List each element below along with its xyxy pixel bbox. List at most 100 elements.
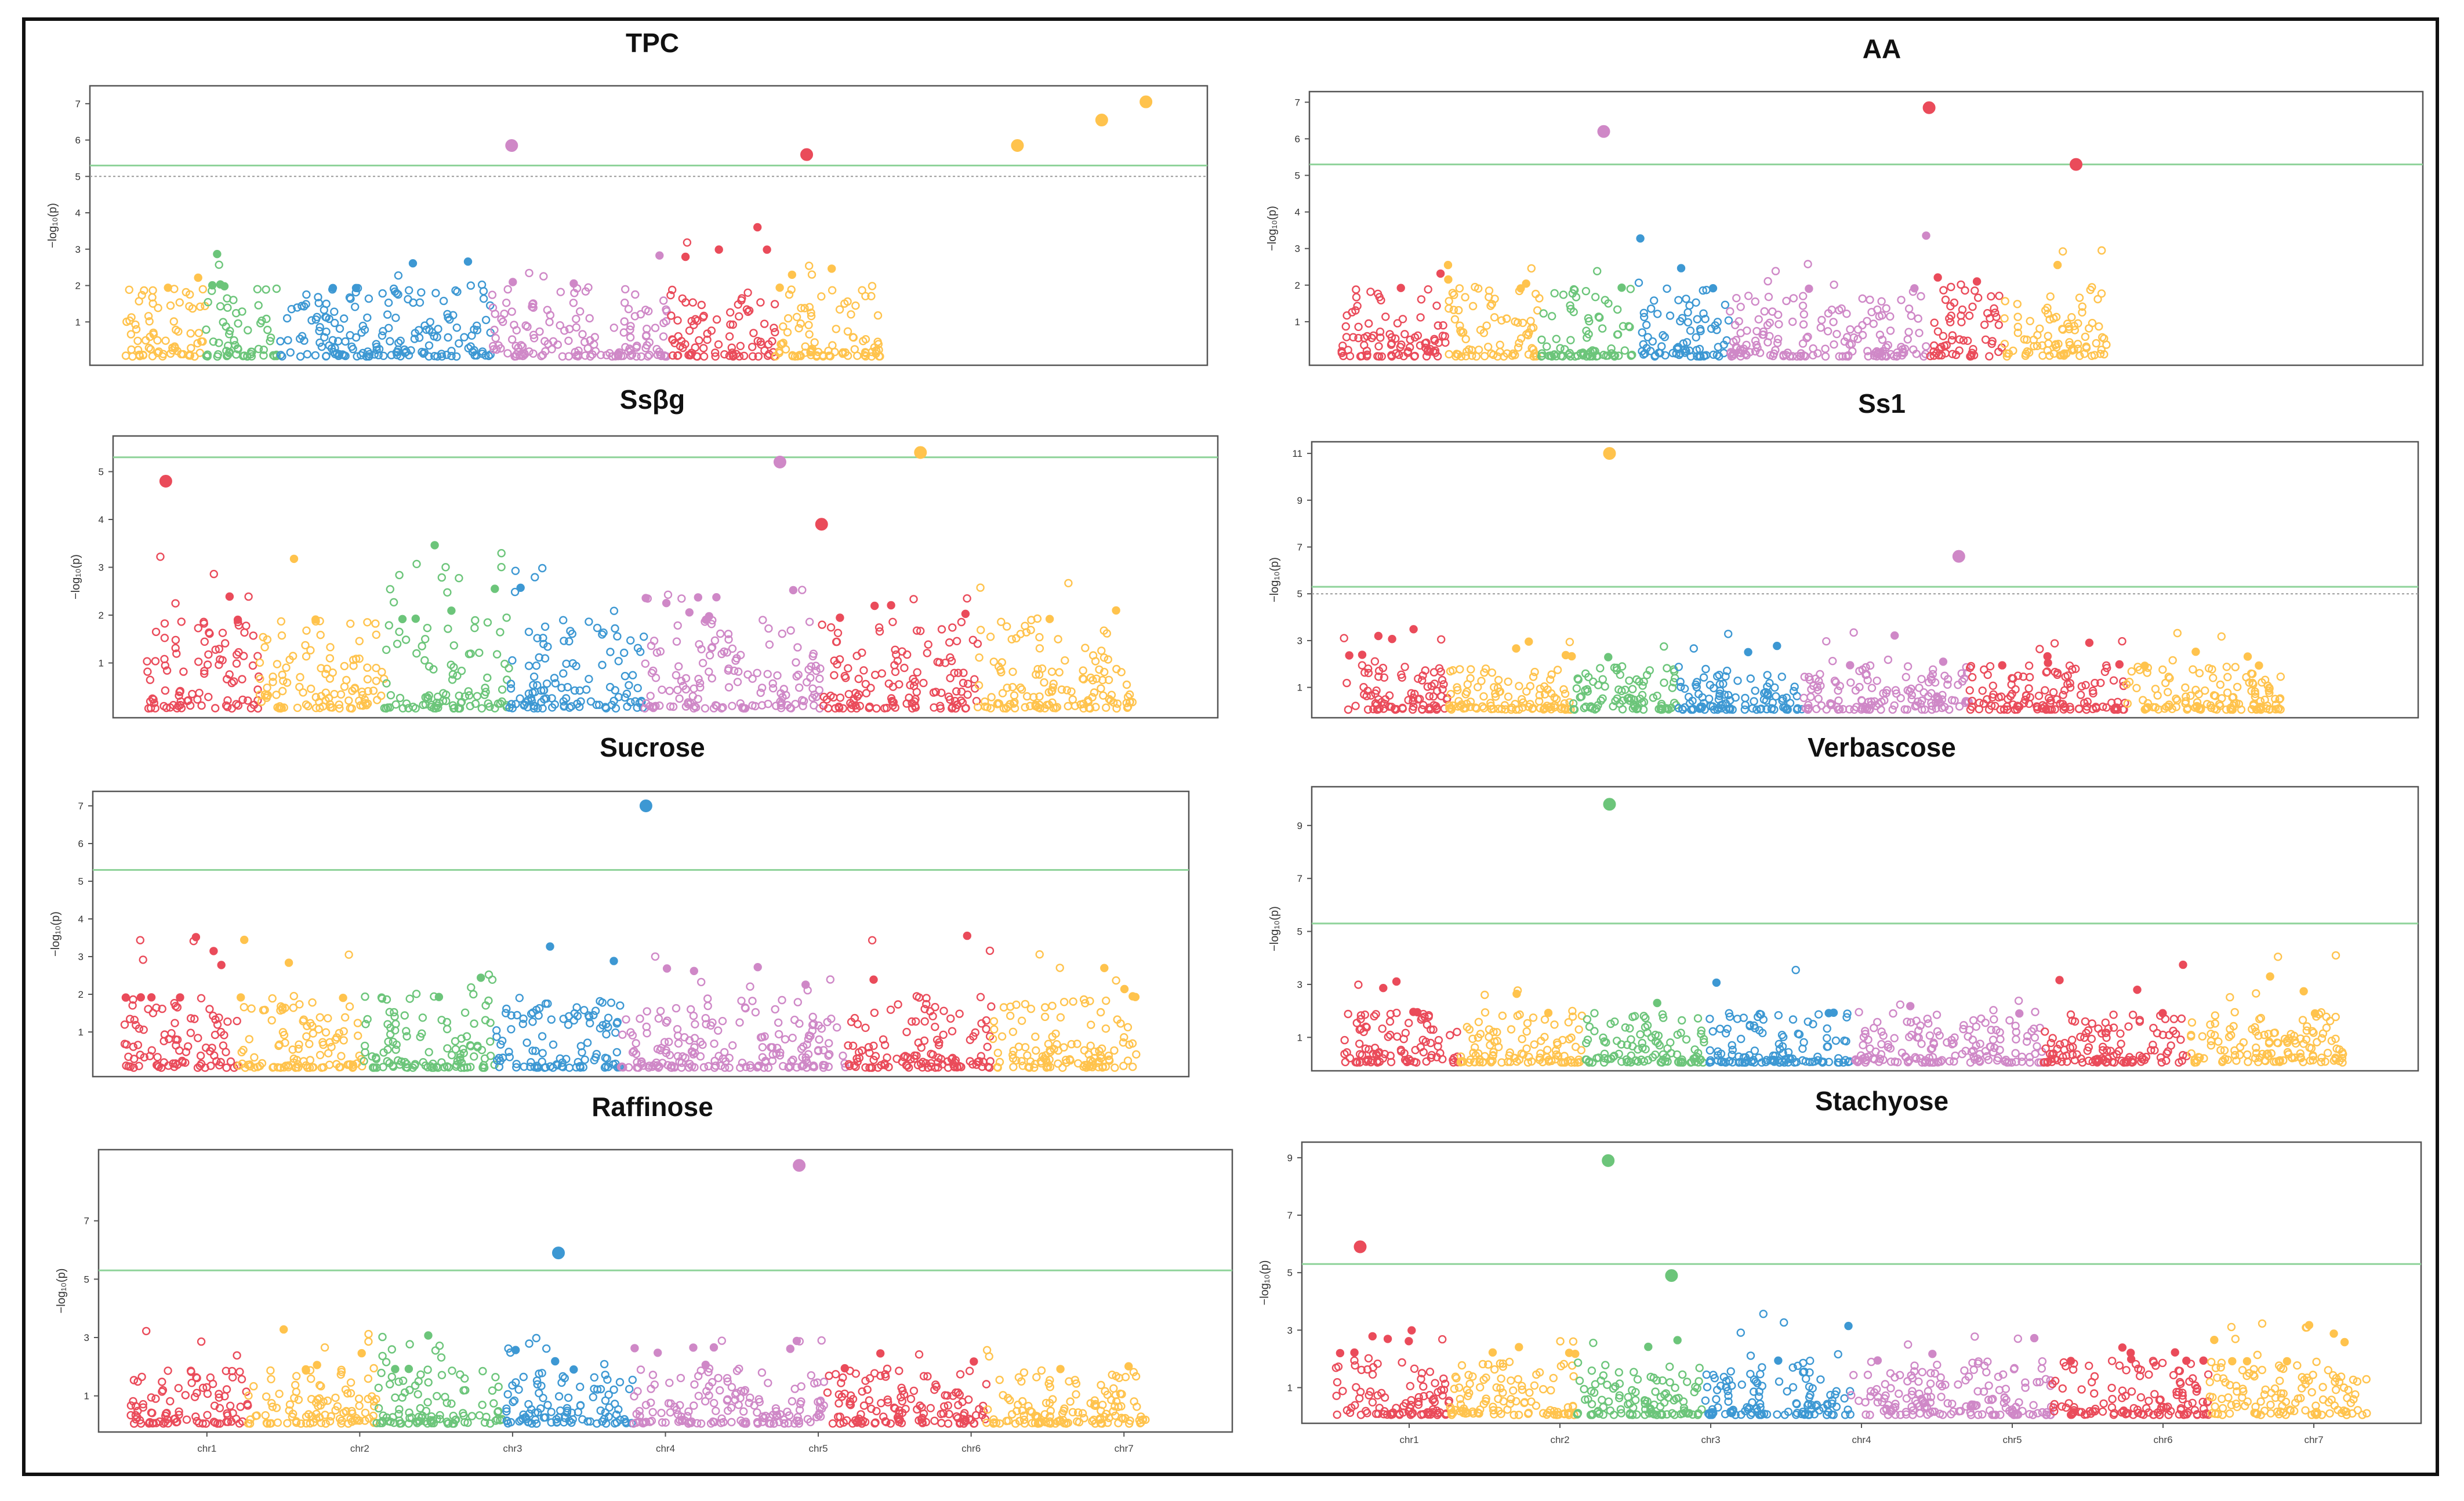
snp-point	[1385, 691, 1394, 700]
snp-point	[302, 652, 311, 661]
snp-point	[747, 343, 757, 351]
snp-point	[1878, 311, 1886, 320]
snp-point	[607, 998, 616, 1007]
snp-point	[713, 1026, 723, 1035]
snp-point	[963, 931, 972, 940]
snp-point	[383, 310, 392, 319]
snp-point	[2318, 1029, 2328, 1038]
chromosome-segment	[2040, 960, 2191, 1067]
snp-point	[563, 682, 572, 692]
snp-point	[1790, 682, 1799, 691]
snp-point	[1942, 341, 1951, 350]
snp-point	[1642, 344, 1651, 352]
snp-point	[815, 674, 824, 683]
chromosome-segment	[1581, 998, 1708, 1067]
panel-title: AA	[1863, 34, 1901, 64]
snp-point	[502, 299, 511, 307]
snp-point	[244, 592, 253, 601]
snp-point	[524, 627, 534, 637]
snp-point	[226, 326, 234, 335]
snp-point	[1444, 275, 1453, 284]
snp-point	[1349, 333, 1358, 341]
snp-point	[1512, 705, 1521, 714]
snp-point	[805, 303, 814, 311]
snp-point	[1760, 307, 1769, 316]
snp-point	[1433, 686, 1442, 696]
snp-point	[1948, 331, 1957, 340]
significant-snp-point	[639, 799, 652, 812]
snp-point	[1358, 650, 1367, 659]
chromosome-segment	[126, 1326, 252, 1428]
chromosome-segment	[1851, 1000, 1972, 1067]
snp-point	[712, 315, 721, 324]
snp-point	[1348, 308, 1356, 317]
snp-point	[783, 328, 792, 337]
snp-point	[1480, 668, 1489, 677]
y-tick-label: 1	[84, 1391, 89, 1402]
snp-point	[1097, 684, 1105, 693]
snp-point	[2020, 335, 2029, 344]
snp-point	[143, 657, 151, 666]
snp-point	[307, 684, 315, 693]
snp-point	[2013, 300, 2022, 308]
snp-point	[1518, 1034, 1526, 1044]
snp-point	[1712, 672, 1722, 681]
snp-point	[814, 347, 823, 357]
snp-point	[852, 652, 861, 660]
snp-point	[705, 667, 713, 676]
snp-point	[2243, 1050, 2252, 1059]
snp-point	[1968, 302, 1977, 311]
snp-point	[1765, 318, 1774, 327]
chromosome-segment	[1537, 267, 1636, 361]
snp-point	[176, 993, 184, 1002]
snp-point	[1799, 351, 1808, 360]
snp-point	[861, 348, 870, 358]
snp-point	[832, 325, 841, 333]
snp-point	[1638, 328, 1647, 337]
snp-point	[2115, 660, 2124, 669]
snp-point	[1360, 341, 1369, 350]
snp-point	[533, 681, 542, 690]
snp-point	[626, 636, 635, 645]
snp-point	[166, 1397, 175, 1406]
snp-point	[238, 675, 246, 684]
snp-point	[372, 340, 380, 348]
snp-point	[322, 328, 331, 336]
snp-point	[439, 296, 448, 306]
snp-point	[632, 343, 641, 352]
snp-point	[384, 1037, 393, 1046]
snp-point	[1973, 293, 1983, 302]
snp-point	[1814, 695, 1823, 703]
snp-point	[1434, 321, 1443, 330]
snp-point	[1923, 1015, 1932, 1023]
snp-point	[1480, 990, 1489, 1000]
snp-point	[770, 324, 778, 332]
snp-point	[703, 335, 712, 344]
snp-point	[1556, 704, 1566, 714]
plot-area	[92, 790, 1190, 1078]
snp-point	[1008, 1027, 1018, 1037]
snp-point	[662, 307, 671, 316]
snp-point	[441, 563, 450, 572]
snp-point	[387, 351, 396, 359]
snp-point	[1341, 1057, 1350, 1067]
chromosome-segment	[143, 553, 263, 713]
snp-point	[1630, 700, 1638, 709]
snp-point	[2298, 1016, 2307, 1024]
snp-point	[185, 302, 194, 311]
snp-point	[609, 957, 618, 965]
snp-point	[533, 634, 542, 642]
snp-point	[673, 621, 682, 630]
snp-point	[547, 694, 556, 703]
snp-point	[1342, 678, 1351, 688]
snp-point	[1830, 340, 1838, 349]
snp-point	[1978, 686, 1987, 695]
snp-point	[1965, 686, 1974, 695]
snp-point	[883, 1053, 891, 1062]
snp-point	[1728, 1045, 1737, 1055]
snp-point	[758, 1043, 767, 1052]
snp-point	[340, 682, 349, 691]
snp-point	[125, 285, 134, 294]
snp-point	[131, 320, 140, 329]
snp-point	[486, 1037, 495, 1046]
